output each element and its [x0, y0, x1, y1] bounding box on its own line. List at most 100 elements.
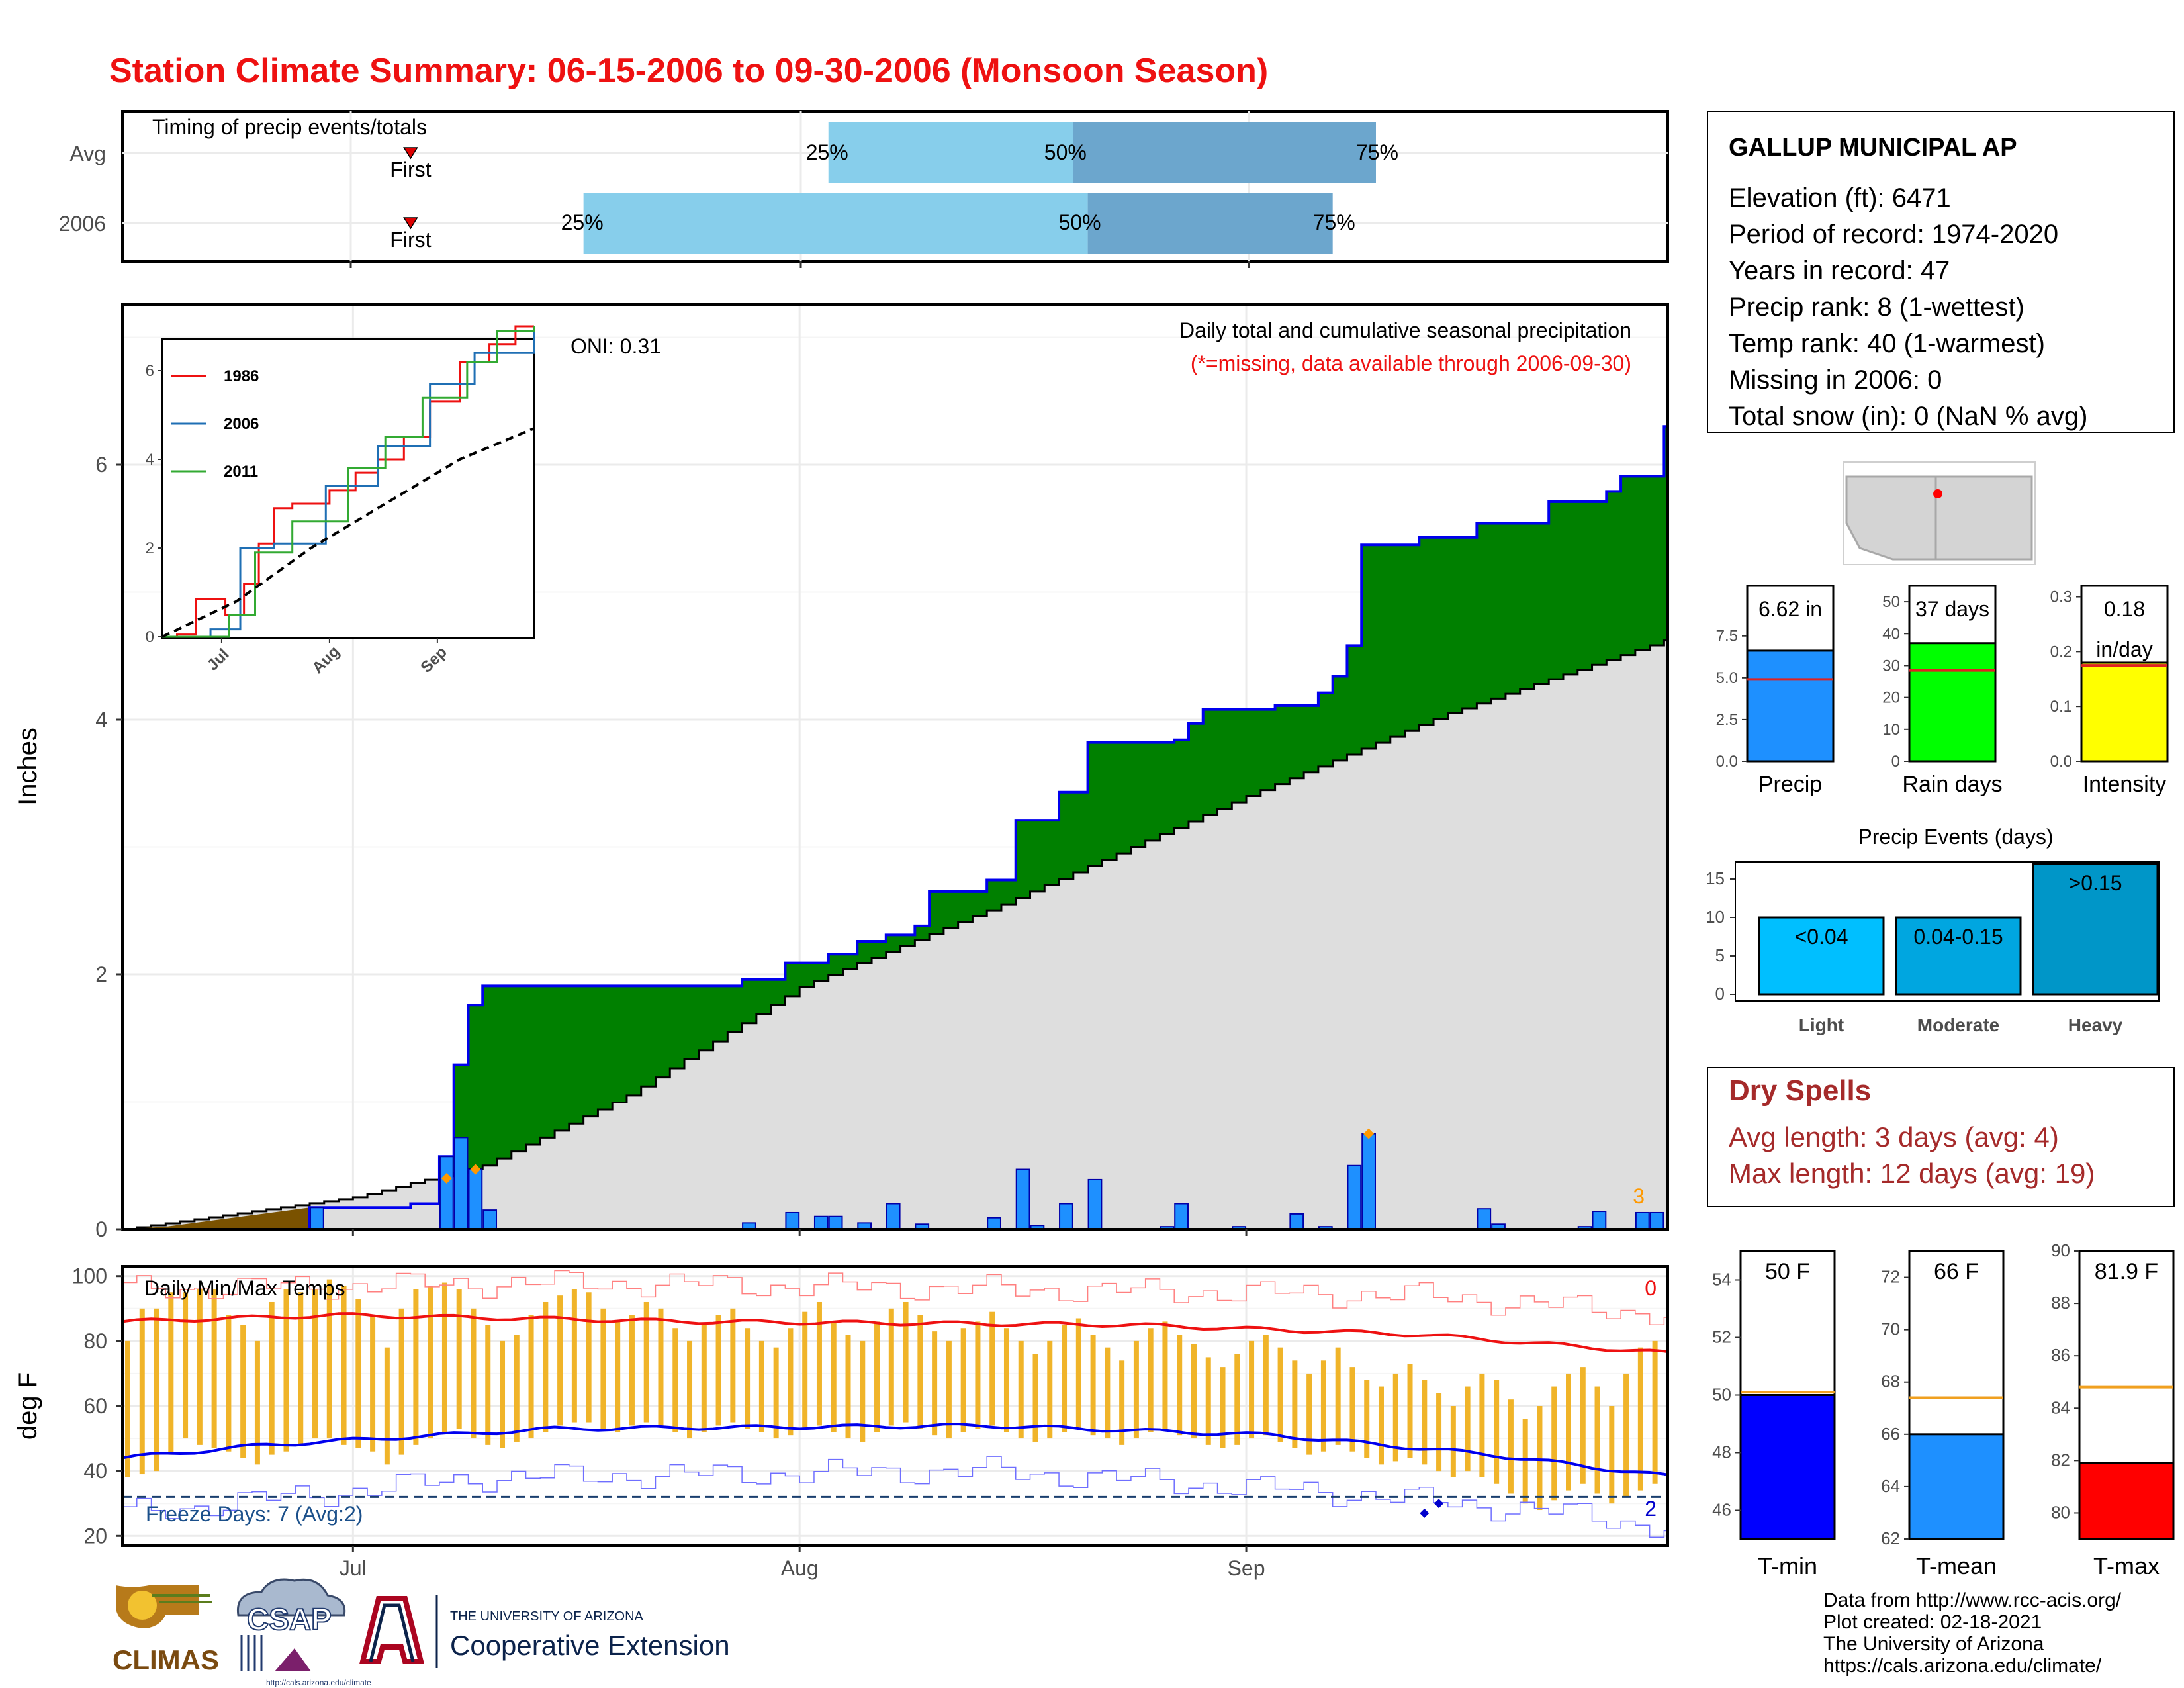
events-tick-label: 15: [1706, 868, 1725, 888]
heavy-event-marker: [1363, 1128, 1375, 1139]
temp-gauge-tick-label: 72: [1881, 1267, 1900, 1287]
inset-y-tick-label: 0: [146, 628, 154, 646]
timing-range-25-50: [583, 193, 1088, 254]
daily-temp-range-bar: [370, 1315, 376, 1452]
temp-y-label: deg F: [13, 1372, 42, 1440]
temp-gauge-value-bar: [2078, 1462, 2175, 1540]
daily-temp-range-bar: [802, 1311, 808, 1429]
daily-temp-range-bar: [629, 1315, 635, 1426]
timing-percentile-label: 25%: [806, 140, 848, 164]
daily-temp-range-bar: [298, 1292, 304, 1445]
daily-temp-range-bar: [1133, 1340, 1139, 1439]
gauge-label: Rain days: [1902, 772, 2002, 797]
station-elevation: Elevation (ft): 6471: [1729, 183, 1951, 212]
station-missing: Missing in 2006: 0: [1729, 365, 1942, 395]
new-mexico-shape: [1934, 475, 2033, 561]
gauge-label: Precip: [1758, 772, 1822, 797]
temp-gauge-tick-label: 68: [1881, 1372, 1900, 1391]
daily-temp-range-bar: [1494, 1380, 1500, 1484]
events-bar-moderate: [1895, 916, 2022, 996]
daily-temp-range-bar: [514, 1335, 520, 1442]
timing-percentile-label: 50%: [1044, 140, 1087, 164]
events-bar-tag: 0.04-0.15: [1913, 925, 2003, 949]
inset-legend-label: 1986: [224, 367, 259, 385]
daily-temp-range-bar: [168, 1292, 174, 1455]
heavy-event-marker: [470, 1164, 481, 1175]
early-season-area: [122, 1207, 310, 1229]
daily-temp-range-bar: [471, 1308, 477, 1439]
csap-logo: CSAP http://cals.arizona.edu/climate: [236, 1578, 371, 1687]
daily-temp-range-bar: [845, 1335, 851, 1439]
average-max-temp-line: [122, 1312, 1668, 1354]
daily-temp-range-bar: [571, 1289, 577, 1423]
daily-temp-range-bar: [1277, 1347, 1283, 1442]
gauge-value-text: 0.18: [2104, 597, 2145, 621]
daily-temp-range-bar: [1090, 1335, 1096, 1436]
daily-precip-bar: [1059, 1203, 1073, 1229]
temp-x-tick-label: Sep: [1228, 1556, 1265, 1580]
precip-y-axis: 0 2 4 6: [95, 453, 122, 1241]
daily-temp-range-bar: [917, 1315, 923, 1429]
daily-temp-range-bar: [326, 1279, 332, 1439]
timing-x-ticks: [349, 261, 1250, 268]
daily-temp-range-bar: [758, 1340, 764, 1432]
temp-gauge-t-max: 81.9 F 80 82 84 86 88 90 T-max: [2051, 1241, 2175, 1579]
daily-precip-bar: [785, 1211, 800, 1229]
daily-temp-range-bar: [658, 1308, 664, 1426]
station-location-marker: [1933, 489, 1942, 498]
daily-temp-range-bar: [1436, 1393, 1442, 1472]
daily-precip-bar: [915, 1223, 930, 1229]
dry-spells-box: Dry Spells Avg length: 3 days (avg: 4) M…: [1707, 1067, 2175, 1207]
timing-percentile-label: 75%: [1313, 211, 1355, 234]
daily-temp-range-bar: [715, 1315, 721, 1426]
daily-temp-range-bar: [672, 1328, 678, 1432]
timing-percentile-label: 75%: [1356, 140, 1398, 164]
temp-corner-top: 0: [1645, 1276, 1657, 1300]
daily-temp-range-bar: [816, 1301, 822, 1426]
credit-data-source: Data from http://www.rcc-acis.org/: [1823, 1589, 2122, 1611]
precip-areas: [122, 425, 1668, 1229]
daily-temp-range-bar: [183, 1292, 189, 1439]
daily-temp-range-bar: [1075, 1318, 1081, 1429]
daily-temp-range-bar: [1522, 1419, 1528, 1504]
daily-temp-range-bar: [1364, 1380, 1370, 1458]
daily-precip-bar: [1347, 1164, 1362, 1229]
oni-label: ONI: 0.31: [570, 334, 661, 358]
daily-temp-range-bar: [1018, 1340, 1024, 1439]
temp-y-tick-label: 80: [83, 1329, 107, 1353]
daily-precip-bars: [310, 1128, 1664, 1229]
gauge-tick-label: 0.0: [1716, 753, 1738, 771]
events-bar-tag: <0.04: [1795, 925, 1848, 949]
daily-temp-range-bar: [197, 1289, 203, 1445]
daily-temp-range-bar: [211, 1289, 217, 1448]
credits: Data from http://www.rcc-acis.org/ Plot …: [1823, 1589, 2122, 1677]
events-tick-label: 10: [1706, 907, 1725, 927]
events-tick-label: 0: [1715, 984, 1725, 1004]
gauge-tick-label: 30: [1882, 657, 1900, 675]
events-bar-label: Moderate: [1917, 1015, 1999, 1035]
timing-first-marker: [403, 217, 418, 230]
precip-corner-count: 3: [1633, 1184, 1645, 1208]
timing-rows: Avg25%50%75%FirstLast200625%50%75%FirstL…: [59, 122, 1972, 254]
daily-temp-range-bar: [1205, 1357, 1211, 1445]
daily-precip-bar: [1015, 1168, 1030, 1229]
temp-y-tick-label: 60: [83, 1394, 107, 1418]
temp-y-tick-label: 20: [83, 1524, 107, 1548]
timing-first-label: First: [390, 158, 431, 181]
timing-first-marker: [403, 147, 418, 160]
csap-url: http://cals.arizona.edu/climate: [266, 1678, 371, 1687]
daily-temp-range-bar: [240, 1325, 246, 1458]
daily-temp-range-bar: [254, 1340, 260, 1465]
daily-temp-range-bar: [384, 1347, 390, 1465]
daily-temp-range-bar: [226, 1315, 232, 1452]
climas-lines-icon: [152, 1594, 212, 1603]
temp-gauge-value-text: 81.9 F: [2095, 1259, 2158, 1284]
daily-temp-range-bar: [1580, 1367, 1586, 1484]
inset-y-tick-label: 2: [146, 539, 154, 557]
daily-precip-bar: [468, 1168, 483, 1229]
gauge-tick-label: 50: [1882, 593, 1900, 611]
inset-y-tick-label: 6: [146, 362, 154, 380]
station-name: GALLUP MUNICIPAL AP: [1729, 134, 2017, 162]
